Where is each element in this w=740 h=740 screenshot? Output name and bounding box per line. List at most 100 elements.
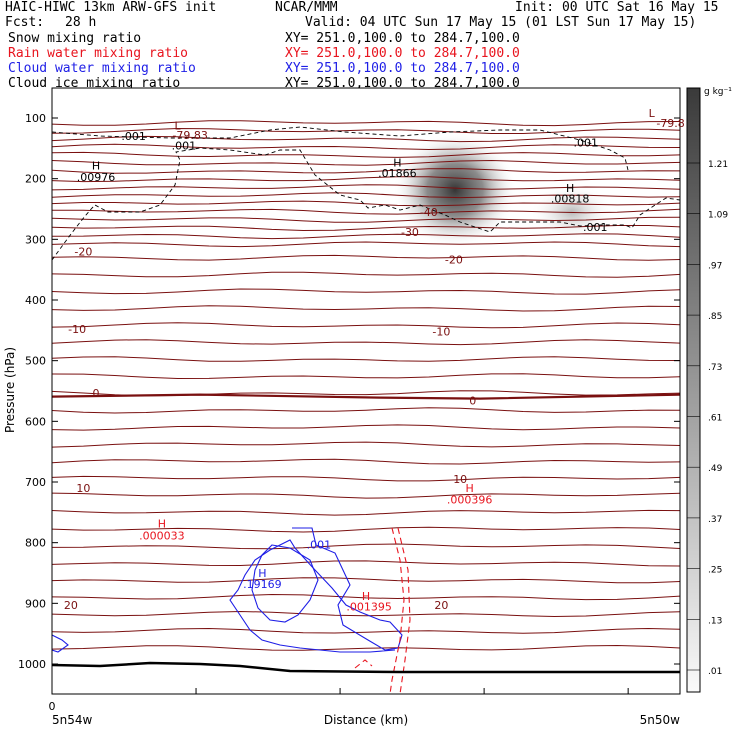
isotherm-line bbox=[52, 356, 680, 362]
isotherm-zero bbox=[52, 393, 680, 400]
extremum-label: L bbox=[649, 107, 656, 120]
isotherm-line bbox=[52, 254, 680, 261]
isotherm-line bbox=[52, 339, 680, 346]
colorbar-tick-label: .25 bbox=[708, 566, 722, 576]
isotherm-line bbox=[52, 373, 680, 380]
legend-cloud-water: Cloud water mixing ratio bbox=[8, 61, 196, 76]
isotherm-line bbox=[52, 441, 680, 448]
isotherm-line bbox=[52, 135, 680, 143]
isotherm-line bbox=[52, 225, 680, 232]
isotherm-line bbox=[52, 200, 680, 207]
y-axis-label: Pressure (hPa) bbox=[3, 347, 17, 433]
isotherm-line bbox=[52, 241, 680, 248]
y-tick-label: 900 bbox=[25, 597, 46, 610]
isotherm-line bbox=[52, 492, 680, 499]
valid-time: Valid: 04 UTC Sun 17 May 15 (01 LST Sun … bbox=[305, 15, 697, 30]
y-tick-label: 200 bbox=[25, 173, 46, 186]
isotherm-line bbox=[52, 233, 680, 240]
legend-cloud-water-xy: XY= 251.0,100.0 to 284.7,100.0 bbox=[285, 61, 520, 76]
colorbar-tick-label: 1.21 bbox=[708, 160, 728, 170]
colorbar-tick-label: .97 bbox=[708, 261, 722, 271]
isotherm-line bbox=[52, 271, 680, 278]
y-tick-label: 100 bbox=[25, 112, 46, 125]
extremum-label: .01866 bbox=[378, 167, 417, 180]
isotherm-line bbox=[52, 526, 680, 533]
temperature-label: -30 bbox=[401, 226, 419, 239]
isotherm-line bbox=[52, 458, 680, 465]
colorbar-tick-label: .61 bbox=[708, 414, 722, 424]
forecast-hours: 28 h bbox=[65, 15, 97, 30]
y-tick-label: 600 bbox=[25, 415, 46, 428]
colorbar-tick-label: .85 bbox=[708, 312, 722, 322]
cloud-water-contours bbox=[52, 527, 403, 653]
isotherm-line bbox=[52, 208, 680, 215]
colorbar-tick-label: .37 bbox=[708, 515, 722, 525]
temperature-contours bbox=[52, 120, 680, 651]
colorbar-tick-label: .01 bbox=[708, 667, 722, 677]
y-tick-label: 300 bbox=[25, 233, 46, 246]
contour-labels: -79.83 -79.8 -40-30 -20 -20 -10 -10 0 0 10 10 20 20 L… bbox=[64, 107, 685, 613]
temperature-label: -79.8 bbox=[656, 117, 684, 130]
temperature-label: -10 bbox=[432, 326, 450, 339]
extremum-label: H bbox=[465, 482, 473, 495]
extremum-label: .000396 bbox=[447, 494, 493, 507]
terrain-line bbox=[51, 661, 680, 674]
init-time: Init: 00 UTC Sat 16 May 15 bbox=[515, 0, 719, 15]
extremum-label: .001395 bbox=[346, 600, 392, 613]
temperature-label: -20 bbox=[445, 253, 463, 266]
colorbar-tick-label: .13 bbox=[708, 616, 722, 626]
x-right-label: 5n50w bbox=[640, 713, 681, 727]
y-tick-label: 800 bbox=[25, 537, 46, 550]
isotherm-line bbox=[52, 543, 680, 550]
isotherm-line bbox=[52, 407, 680, 414]
legend-snow-xy: XY= 251.0,100.0 to 284.7,100.0 bbox=[285, 31, 520, 46]
extremum-label: .000033 bbox=[139, 529, 185, 542]
isotherm-line bbox=[52, 424, 680, 431]
temperature-label: -20 bbox=[74, 245, 92, 258]
legend-rain: Rain water mixing ratio bbox=[8, 46, 189, 61]
y-tick-label: 1000 bbox=[18, 658, 46, 671]
isotherm-line bbox=[52, 159, 680, 166]
extremum-label: .00818 bbox=[551, 193, 590, 206]
isotherm-line bbox=[52, 627, 680, 634]
legend-cloud-ice-xy: XY= 251.0,100.0 to 284.7,100.0 bbox=[285, 76, 520, 88]
cloud-water-edge bbox=[52, 634, 69, 653]
isotherm-line bbox=[52, 305, 680, 312]
isotherm-line bbox=[52, 577, 680, 584]
isotherm-line bbox=[52, 176, 680, 183]
extremum-label: .19169 bbox=[243, 578, 282, 591]
isotherm-line bbox=[52, 127, 680, 134]
isotherm-line bbox=[52, 288, 680, 295]
temperature-label: 0 bbox=[92, 387, 99, 400]
extremum-label: L bbox=[175, 119, 182, 132]
temperature-label: -10 bbox=[68, 323, 86, 336]
rain-contour-3 bbox=[354, 659, 373, 669]
isotherm-line bbox=[52, 168, 680, 174]
colorbar-tick-label: .73 bbox=[708, 363, 722, 373]
isotherm-line bbox=[52, 560, 680, 567]
colorbar: 1.21 1.09 .97 .85 .73 .61 .49 .37 .25 .13 .01 g kg… bbox=[686, 87, 732, 693]
extremum-label: .001 bbox=[121, 130, 146, 143]
temperature-label: 20 bbox=[434, 599, 448, 612]
isotherm-line bbox=[52, 120, 680, 127]
isotherm-line bbox=[52, 322, 680, 329]
isotherm-line bbox=[52, 216, 680, 223]
colorbar-tick-label: 1.09 bbox=[708, 211, 728, 221]
legend-snow: Snow mixing ratio bbox=[8, 31, 142, 46]
y-tick-label: 700 bbox=[25, 476, 46, 489]
extremum-label: H bbox=[393, 156, 401, 169]
rain-contour-1 bbox=[389, 527, 405, 694]
y-tick-label: 500 bbox=[25, 355, 46, 368]
isotherm-line bbox=[52, 143, 680, 151]
extremum-label: .001 bbox=[172, 139, 197, 152]
legend-rain-xy: XY= 251.0,100.0 to 284.7,100.0 bbox=[285, 46, 520, 61]
isotherm-line bbox=[52, 192, 680, 199]
extremum-label: H bbox=[362, 590, 370, 603]
cloud-water-outer bbox=[229, 527, 403, 653]
cloud-water-inner bbox=[251, 544, 319, 623]
extremum-label: H bbox=[92, 159, 100, 172]
temperature-label: 10 bbox=[76, 482, 90, 495]
plot-title: HAIC-HIWC 13km ARW-GFS init bbox=[5, 0, 217, 15]
isotherm-line bbox=[52, 610, 680, 618]
